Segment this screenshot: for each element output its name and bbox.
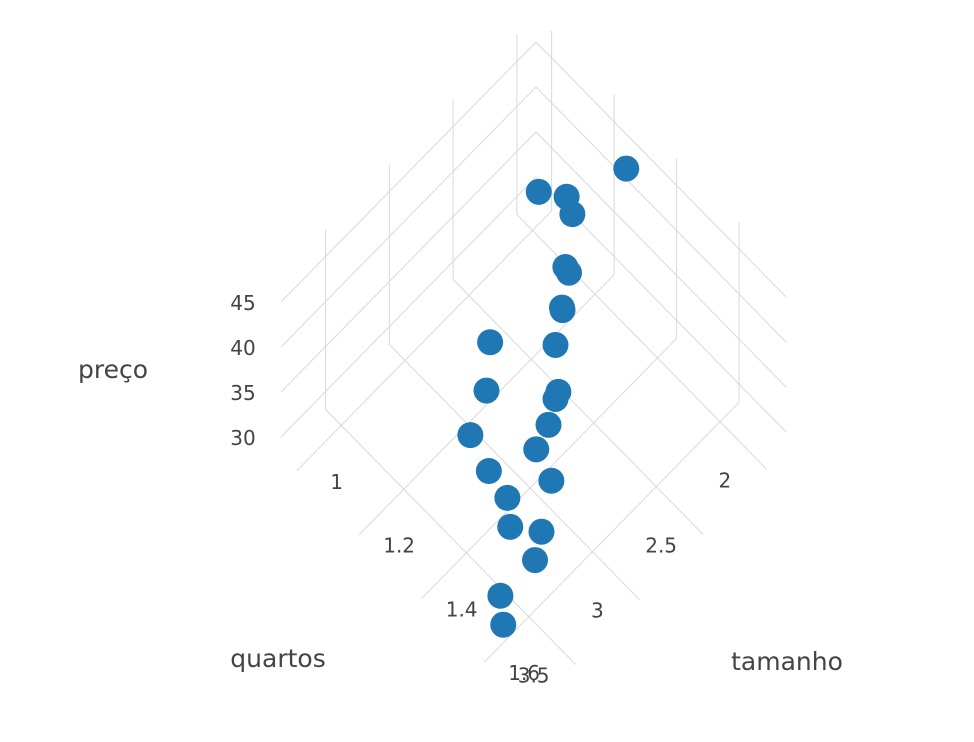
data-point[interactable]: [497, 513, 524, 540]
x-tick-label: 1.2: [383, 534, 415, 558]
axis-titles: preço quartos tamanho: [78, 355, 843, 676]
grid-lines: [280, 30, 787, 665]
x-axis-title: tamanho: [731, 647, 843, 676]
x-tick-label: 1: [330, 470, 343, 494]
y-tick-label: 3: [591, 599, 604, 623]
data-point[interactable]: [477, 329, 504, 356]
data-point[interactable]: [490, 611, 517, 638]
data-point[interactable]: [613, 155, 640, 182]
wall-grid-line: [280, 131, 537, 393]
data-point[interactable]: [538, 467, 565, 494]
data-point[interactable]: [542, 331, 569, 358]
data-point[interactable]: [487, 582, 514, 609]
wall-grid-line: [535, 86, 787, 343]
data-point[interactable]: [494, 484, 521, 511]
floor-grid-line: [296, 210, 552, 472]
y-tick-label: 2: [719, 469, 732, 493]
data-point[interactable]: [552, 254, 579, 280]
y-tick-label: 2.5: [645, 534, 677, 558]
data-point[interactable]: [522, 547, 548, 574]
x-tick-label: 1.4: [446, 597, 478, 621]
wall-grid-line: [280, 176, 537, 438]
z-tick-label: 35: [230, 381, 255, 405]
data-points: [457, 155, 640, 638]
data-point[interactable]: [528, 518, 555, 545]
data-point[interactable]: [545, 378, 572, 405]
z-tick-label: 40: [230, 336, 255, 360]
wall-grid-line: [280, 86, 537, 348]
data-point[interactable]: [559, 201, 586, 228]
data-point[interactable]: [525, 178, 552, 205]
z-axis-title: preço: [78, 355, 148, 384]
floor-grid-line: [452, 279, 704, 535]
floor-grid-line: [389, 344, 640, 600]
data-point[interactable]: [473, 377, 500, 404]
data-point[interactable]: [475, 458, 502, 484]
y-tick-label: 3.5: [518, 664, 550, 688]
y-axis-title: quartos: [230, 644, 325, 673]
x-tick-label: 1.6: [508, 661, 540, 685]
z-tick-label: 30: [230, 426, 255, 450]
data-point[interactable]: [523, 436, 550, 463]
tick-labels: 1 1.2 1.4 1.6 2 2.5 3 3.5 30 35 40 45: [230, 291, 731, 688]
z-tick-label: 45: [230, 291, 255, 315]
data-point[interactable]: [549, 294, 575, 321]
wall-grid-line: [280, 41, 537, 303]
floor-grid-line: [325, 409, 576, 665]
wall-grid-line: [535, 41, 787, 298]
data-point[interactable]: [535, 411, 562, 438]
floor-grid-line: [483, 401, 740, 663]
wall-grid-line: [535, 131, 787, 388]
data-point[interactable]: [457, 422, 484, 449]
